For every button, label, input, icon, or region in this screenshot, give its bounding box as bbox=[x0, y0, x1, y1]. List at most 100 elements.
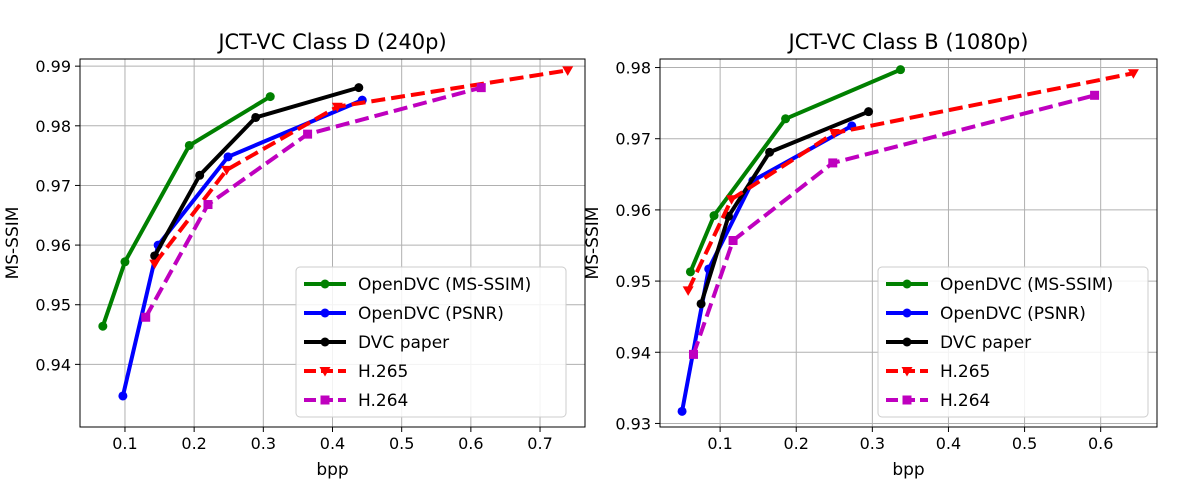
legend-item: H.265 bbox=[304, 362, 408, 382]
y-tick-label: 0.97 bbox=[615, 130, 651, 149]
x-tick-label: 0.2 bbox=[181, 434, 206, 453]
series-0 bbox=[98, 92, 275, 331]
data-point bbox=[184, 140, 194, 150]
data-point bbox=[685, 267, 695, 277]
y-tick-label: 0.94 bbox=[615, 343, 651, 362]
legend-box bbox=[295, 266, 567, 418]
data-point bbox=[265, 92, 275, 102]
y-axis-label: MS-SSIM bbox=[583, 207, 603, 280]
x-tick-label: 0.3 bbox=[251, 434, 276, 453]
y-tick-label: 0.95 bbox=[615, 272, 651, 291]
y-tick-label: 0.95 bbox=[35, 296, 71, 315]
x-axis-label: bpp bbox=[892, 460, 924, 480]
plot-area bbox=[98, 66, 574, 401]
data-point bbox=[677, 406, 687, 416]
legend-marker bbox=[902, 279, 912, 289]
legend-item: H.264 bbox=[304, 391, 408, 411]
x-tick-label: 0.2 bbox=[784, 434, 809, 453]
data-point bbox=[203, 200, 213, 210]
x-tick-label: 0.7 bbox=[527, 434, 552, 453]
legend-item: H.265 bbox=[886, 362, 990, 382]
series-2 bbox=[150, 83, 364, 261]
y-axis-label: MS-SSIM bbox=[3, 207, 23, 280]
data-point bbox=[726, 195, 738, 205]
data-point bbox=[696, 299, 706, 309]
series-line bbox=[100, 94, 272, 327]
legend-marker bbox=[902, 395, 912, 405]
series-line bbox=[153, 68, 569, 265]
x-tick-label: 0.5 bbox=[1012, 434, 1037, 453]
data-point bbox=[828, 158, 838, 168]
legend: OpenDVC (MS-SSIM) OpenDVC (PSNR) DVC paper… bbox=[295, 266, 567, 418]
legend-label: H.265 bbox=[358, 362, 408, 382]
data-point bbox=[195, 170, 205, 180]
legend-marker bbox=[319, 367, 331, 377]
legend-item: H.264 bbox=[886, 391, 990, 411]
legend-marker bbox=[320, 337, 330, 347]
legend: OpenDVC (MS-SSIM) OpenDVC (PSNR) DVC paper… bbox=[877, 266, 1149, 418]
series-line bbox=[686, 71, 1134, 292]
data-point bbox=[864, 107, 874, 117]
data-point bbox=[728, 236, 738, 246]
x-tick-label: 0.6 bbox=[458, 434, 483, 453]
legend-label: OpenDVC (MS-SSIM) bbox=[940, 275, 1113, 295]
legend-label: OpenDVC (PSNR) bbox=[940, 304, 1086, 324]
data-point bbox=[562, 66, 574, 76]
legend-item: DVC paper bbox=[304, 333, 449, 353]
series-line bbox=[691, 93, 1096, 356]
y-tick-label: 0.99 bbox=[35, 57, 71, 76]
series-4 bbox=[688, 90, 1100, 359]
chart-title: JCT-VC Class B (1080p) bbox=[787, 30, 1029, 54]
series-3 bbox=[149, 66, 574, 270]
legend-marker bbox=[320, 395, 330, 405]
x-tick-label: 0.1 bbox=[707, 434, 732, 453]
y-tick-label: 0.97 bbox=[35, 176, 71, 195]
legend-item: OpenDVC (PSNR) bbox=[304, 304, 504, 324]
data-point bbox=[120, 257, 130, 267]
chart-panel-1: 0.1 0.2 0.3 0.4 0.5 0.6 0.7 0.94 0.95 0.96 0.97 0.9… bbox=[3, 30, 586, 480]
legend-marker bbox=[320, 279, 330, 289]
series-2 bbox=[696, 107, 874, 309]
data-point bbox=[688, 349, 698, 359]
chart-title: JCT-VC Class D (240p) bbox=[216, 30, 446, 54]
data-point bbox=[118, 391, 128, 401]
data-point bbox=[331, 102, 343, 113]
data-point bbox=[709, 211, 719, 221]
legend-marker bbox=[901, 367, 913, 377]
series-0 bbox=[685, 65, 906, 277]
x-tick-label: 0.3 bbox=[860, 434, 885, 453]
series-4 bbox=[141, 83, 486, 322]
legend-label: DVC paper bbox=[940, 333, 1031, 353]
data-point bbox=[251, 112, 261, 122]
data-point bbox=[223, 152, 233, 162]
chart-panel-2: 0.1 0.2 0.3 0.4 0.5 0.6 0.93 0.94 0.95 0.96 0.97 0.… bbox=[583, 30, 1158, 480]
series-3 bbox=[682, 69, 1139, 296]
data-point bbox=[221, 165, 233, 176]
data-point bbox=[781, 114, 791, 124]
legend-label: OpenDVC (PSNR) bbox=[358, 304, 504, 324]
data-point bbox=[1090, 90, 1100, 100]
data-point bbox=[354, 83, 364, 93]
series-line bbox=[688, 67, 902, 273]
legend-item: OpenDVC (MS-SSIM) bbox=[886, 275, 1113, 295]
data-point bbox=[141, 312, 151, 322]
data-point bbox=[682, 286, 694, 296]
y-tick-label: 0.93 bbox=[615, 414, 651, 433]
axes-frame bbox=[659, 58, 1158, 428]
legend-label: H.264 bbox=[940, 391, 990, 411]
y-tick-label: 0.96 bbox=[35, 236, 71, 255]
x-tick-label: 0.6 bbox=[1088, 434, 1113, 453]
legend-label: H.264 bbox=[358, 391, 408, 411]
legend-item: OpenDVC (PSNR) bbox=[886, 304, 1086, 324]
x-tick-label: 0.4 bbox=[936, 434, 961, 453]
x-tick-label: 0.1 bbox=[112, 434, 137, 453]
data-point bbox=[765, 147, 775, 157]
legend-item: OpenDVC (MS-SSIM) bbox=[304, 275, 531, 295]
legend-label: OpenDVC (MS-SSIM) bbox=[358, 275, 531, 295]
data-point bbox=[1127, 69, 1139, 79]
legend-box bbox=[877, 266, 1149, 418]
data-point bbox=[303, 129, 313, 139]
y-tick-label: 0.98 bbox=[615, 59, 651, 78]
legend-marker bbox=[902, 337, 912, 347]
